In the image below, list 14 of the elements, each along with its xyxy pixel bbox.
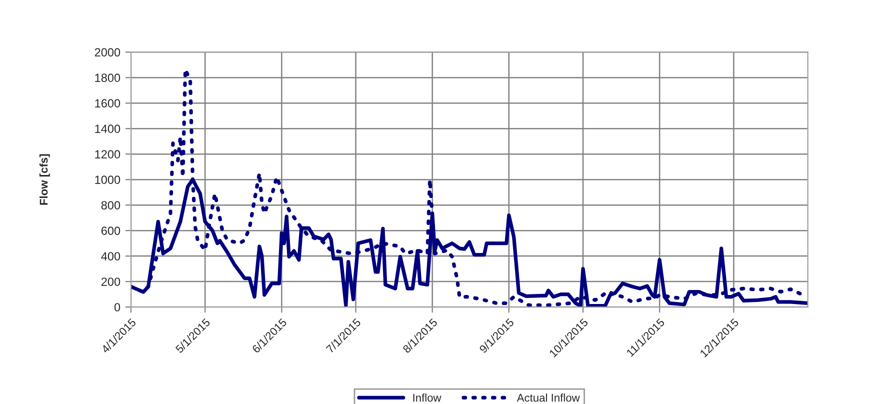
- y-tick-label: 1200: [95, 150, 120, 158]
- y-tick-label: 1800: [95, 74, 120, 82]
- y-tick-label: 1600: [95, 99, 120, 108]
- y-tick-label: 1000: [95, 176, 120, 184]
- y-tick-label: 400: [101, 252, 120, 260]
- legend-label: Inflow: [413, 394, 442, 402]
- y-tick-label: 200: [101, 278, 120, 286]
- y-tick-label: 2000: [94, 48, 120, 57]
- y-tick-label: 800: [101, 201, 120, 210]
- y-tick-label: 600: [101, 226, 120, 235]
- y-axis-title: Flow [cfs]: [39, 154, 50, 205]
- legend-label: Actual Inflow: [516, 394, 580, 402]
- y-tick-label: 0: [114, 303, 120, 312]
- y-tick-label: 1400: [95, 124, 120, 133]
